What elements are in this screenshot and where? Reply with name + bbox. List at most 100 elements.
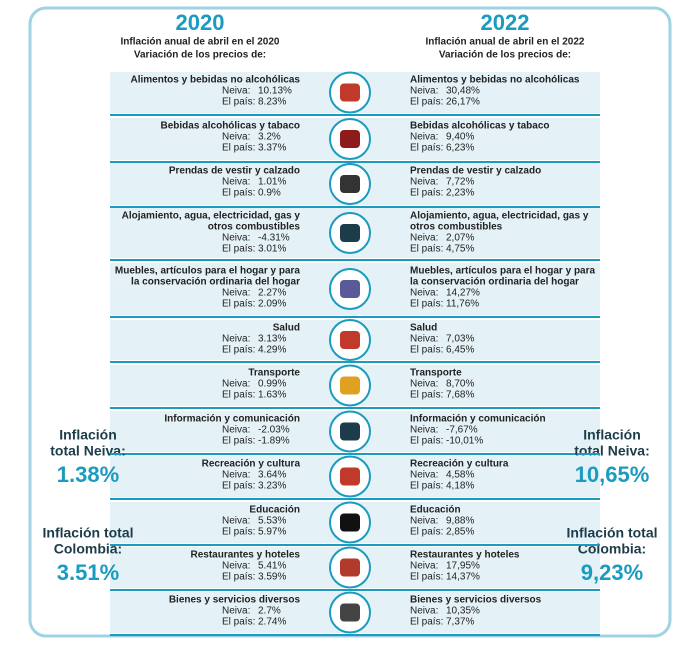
icon bbox=[340, 224, 360, 242]
label-left: Neiva: bbox=[222, 132, 250, 143]
category-left: otros combustibles bbox=[208, 222, 301, 233]
label-right: Neiva: bbox=[410, 561, 438, 572]
category-right: Información y comunicación bbox=[410, 414, 546, 425]
year-right: 2022 bbox=[481, 10, 530, 35]
label-left: El país: bbox=[222, 143, 255, 154]
value-left: 3.01% bbox=[258, 244, 286, 255]
label-left: Neiva: bbox=[222, 177, 250, 188]
label-right: El país: bbox=[410, 188, 443, 199]
value-right: 14,37% bbox=[446, 572, 480, 583]
label-left: Neiva: bbox=[222, 425, 250, 436]
category-right: Muebles, artículos para el hogar y para bbox=[410, 266, 596, 277]
category-right: Alimentos y bebidas no alcohólicas bbox=[410, 75, 580, 86]
total-label: total Neiva: bbox=[574, 443, 649, 459]
category-right: Bebidas alcohólicas y tabaco bbox=[410, 121, 550, 132]
value-left: 10.13% bbox=[258, 86, 292, 97]
value-left: -4.31% bbox=[258, 233, 290, 244]
label-left: El país: bbox=[222, 345, 255, 356]
value-right: -10,01% bbox=[446, 436, 483, 447]
value-left: 3.37% bbox=[258, 143, 286, 154]
total-label: Inflación total bbox=[43, 525, 134, 541]
category-left: Alimentos y bebidas no alcohólicas bbox=[131, 75, 301, 86]
category-left: Bebidas alcohólicas y tabaco bbox=[161, 121, 301, 132]
value-right: 6,23% bbox=[446, 143, 474, 154]
value-left: 3.2% bbox=[258, 132, 281, 143]
total-label: Inflación bbox=[583, 427, 641, 443]
icon bbox=[340, 467, 360, 486]
value-left: 0.9% bbox=[258, 188, 281, 199]
label-right: Neiva: bbox=[410, 132, 438, 143]
value-left: 5.53% bbox=[258, 516, 286, 527]
value-right: 30,48% bbox=[446, 86, 480, 97]
label-right: Neiva: bbox=[410, 379, 438, 390]
label-left: Neiva: bbox=[222, 516, 250, 527]
label-right: Neiva: bbox=[410, 516, 438, 527]
category-right: Alojamiento, agua, electricidad, gas y bbox=[410, 211, 589, 222]
value-right: 11,76% bbox=[446, 299, 479, 310]
icon bbox=[340, 513, 360, 532]
value-right: 7,72% bbox=[446, 177, 474, 188]
category-right: Educación bbox=[410, 505, 461, 516]
category-left: Salud bbox=[273, 323, 300, 334]
label-right: El país: bbox=[410, 481, 443, 492]
value-left: 2.27% bbox=[258, 288, 286, 299]
label-left: Neiva: bbox=[222, 379, 250, 390]
category-right: Recreación y cultura bbox=[410, 459, 509, 470]
total-value: 10,65% bbox=[575, 462, 650, 487]
category-left: Recreación y cultura bbox=[202, 459, 301, 470]
year-left: 2020 bbox=[176, 10, 225, 35]
label-left: Neiva: bbox=[222, 86, 250, 97]
value-right: 6,45% bbox=[446, 345, 474, 356]
value-right: 14,27% bbox=[446, 288, 480, 299]
category-left: Prendas de vestir y calzado bbox=[169, 166, 300, 177]
label-left: Neiva: bbox=[222, 334, 250, 345]
icon bbox=[340, 558, 360, 577]
category-left: Educación bbox=[249, 505, 300, 516]
value-right: 8,70% bbox=[446, 379, 474, 390]
label-left: Neiva: bbox=[222, 470, 250, 481]
category-left: Restaurantes y hoteles bbox=[191, 550, 301, 561]
label-right: Neiva: bbox=[410, 425, 438, 436]
value-left: -2.03% bbox=[258, 425, 290, 436]
icon bbox=[340, 331, 360, 349]
total-value: 1.38% bbox=[57, 462, 119, 487]
value-left: 2.7% bbox=[258, 606, 281, 617]
total-label: Inflación total bbox=[567, 525, 658, 541]
value-left: 5.41% bbox=[258, 561, 286, 572]
value-right: 10,35% bbox=[446, 606, 480, 617]
category-left: la conservación ordinaria del hogar bbox=[131, 277, 300, 288]
category-left: Información y comunicación bbox=[164, 414, 300, 425]
value-right: 9,40% bbox=[446, 132, 474, 143]
value-right: 4,75% bbox=[446, 244, 474, 255]
label-left: El país: bbox=[222, 299, 255, 310]
value-right: 7,03% bbox=[446, 334, 474, 345]
label-right: Neiva: bbox=[410, 233, 438, 244]
label-left: El país: bbox=[222, 436, 255, 447]
label-right: Neiva: bbox=[410, 606, 438, 617]
total-value: 9,23% bbox=[581, 560, 643, 585]
category-right: Bienes y servicios diversos bbox=[410, 595, 542, 606]
label-right: El país: bbox=[410, 143, 443, 154]
total-label: Colombia: bbox=[578, 541, 646, 557]
value-right: 4,58% bbox=[446, 470, 474, 481]
label-left: Neiva: bbox=[222, 561, 250, 572]
value-left: 2.09% bbox=[258, 299, 286, 310]
value-right: -7,67% bbox=[446, 425, 478, 436]
category-right: Transporte bbox=[410, 368, 462, 379]
label-right: El país: bbox=[410, 97, 443, 108]
subtitle-left: Inflación anual de abril en el 2020 bbox=[121, 37, 280, 48]
category-right: Restaurantes y hoteles bbox=[410, 550, 520, 561]
value-right: 17,95% bbox=[446, 561, 480, 572]
total-label: total Neiva: bbox=[50, 443, 125, 459]
value-right: 2,07% bbox=[446, 233, 474, 244]
value-left: -1.89% bbox=[258, 436, 290, 447]
label-right: El país: bbox=[410, 527, 443, 538]
category-left: Transporte bbox=[248, 368, 300, 379]
value-right: 26,17% bbox=[446, 97, 480, 108]
label-right: El país: bbox=[410, 436, 443, 447]
label-right: Neiva: bbox=[410, 334, 438, 345]
icon bbox=[340, 422, 360, 441]
value-left: 1.63% bbox=[258, 390, 286, 401]
total-label: Inflación bbox=[59, 427, 117, 443]
